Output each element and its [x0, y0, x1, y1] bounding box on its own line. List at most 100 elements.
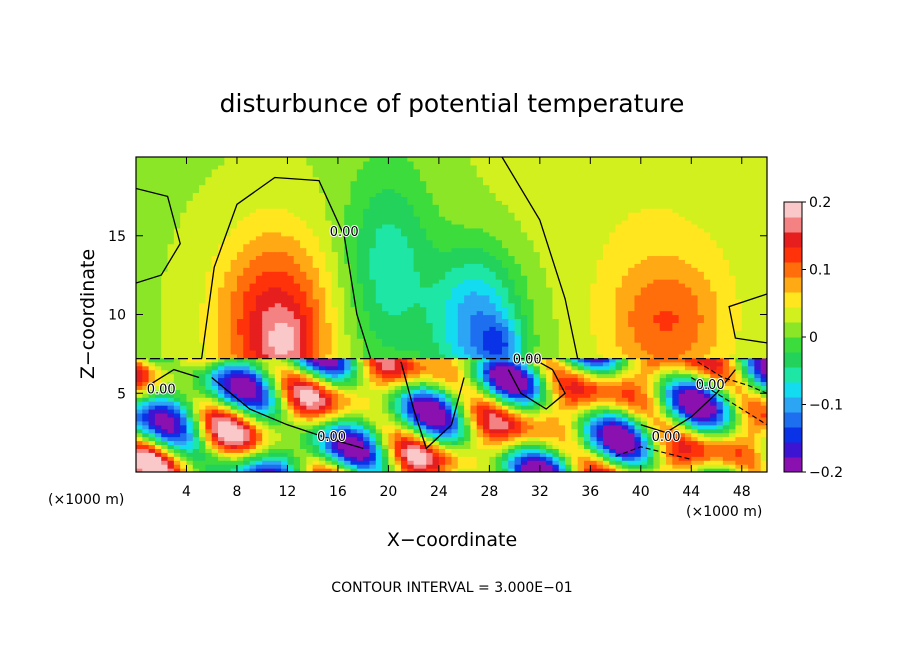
- heatmap-cell: [192, 353, 200, 359]
- heatmap-cell: [180, 373, 188, 379]
- heatmap-cell: [483, 286, 490, 292]
- heatmap-cell: [205, 310, 213, 316]
- heatmap-cell: [501, 373, 509, 379]
- heatmap-cell: [337, 176, 345, 182]
- heatmap-cell: [142, 239, 150, 245]
- heatmap-cell: [205, 342, 213, 347]
- heatmap-cell: [154, 267, 162, 272]
- heatmap-cell: [382, 326, 389, 331]
- heatmap-cell: [300, 294, 307, 300]
- heatmap-cell: [325, 231, 333, 237]
- heatmap-cell: [186, 290, 194, 296]
- heatmap-cell: [344, 267, 352, 272]
- heatmap-cell: [464, 310, 472, 316]
- heatmap-cell: [438, 338, 446, 343]
- heatmap-cell: [218, 263, 225, 268]
- heatmap-cell: [300, 279, 307, 284]
- heatmap-cell: [154, 251, 162, 257]
- heatmap-cell: [142, 369, 150, 375]
- heatmap-cell: [501, 283, 509, 288]
- heatmap-cell: [199, 251, 207, 257]
- heatmap-cell: [167, 373, 175, 379]
- heatmap-cell: [224, 196, 232, 201]
- heatmap-cell: [136, 338, 143, 343]
- heatmap-cell: [331, 283, 339, 288]
- heatmap-cell: [192, 361, 200, 367]
- heatmap-cell: [199, 239, 207, 245]
- heatmap-cell: [375, 255, 383, 260]
- heatmap-cell: [236, 196, 244, 201]
- heatmap-cell: [281, 369, 289, 375]
- heatmap-cell: [388, 279, 396, 284]
- heatmap-cell: [382, 188, 389, 194]
- heatmap-cell: [344, 377, 352, 383]
- heatmap-cell: [306, 397, 314, 402]
- heatmap-cell: [236, 294, 244, 300]
- heatmap-cell: [331, 231, 339, 237]
- heatmap-cell: [432, 416, 440, 422]
- heatmap-cell: [457, 338, 465, 343]
- heatmap-cell: [401, 306, 408, 312]
- heatmap-cell: [476, 393, 484, 398]
- heatmap-cell: [495, 306, 503, 312]
- heatmap-cell: [318, 349, 326, 355]
- heatmap-cell: [514, 196, 522, 201]
- heatmap-cell: [312, 279, 320, 284]
- heatmap-cell: [413, 259, 421, 264]
- heatmap-cell: [154, 349, 162, 355]
- heatmap-cell: [407, 168, 415, 174]
- heatmap-cell: [369, 412, 377, 418]
- heatmap-cell: [514, 157, 522, 162]
- heatmap-cell: [293, 428, 301, 434]
- heatmap-cell: [382, 409, 389, 414]
- heatmap-cell: [243, 157, 251, 162]
- heatmap-cell: [211, 342, 219, 347]
- heatmap-cell: [451, 322, 459, 327]
- heatmap-cell: [180, 385, 188, 390]
- heatmap-cell: [464, 369, 472, 375]
- heatmap-cell: [230, 318, 238, 323]
- heatmap-cell: [148, 409, 156, 414]
- heatmap-cell: [211, 283, 219, 288]
- heatmap-cell: [419, 168, 427, 174]
- heatmap-cell: [161, 243, 169, 249]
- heatmap-cell: [470, 204, 478, 209]
- heatmap-cell: [287, 416, 295, 422]
- heatmap-cell: [180, 239, 188, 245]
- heatmap-cell: [363, 188, 371, 194]
- heatmap-cell: [457, 424, 465, 430]
- heatmap-cell: [495, 263, 503, 268]
- heatmap-cell: [419, 448, 427, 453]
- heatmap-cell: [337, 200, 345, 205]
- heatmap-cell: [205, 192, 213, 197]
- heatmap-cell: [167, 298, 175, 304]
- heatmap-cell: [236, 412, 244, 418]
- heatmap-cell: [312, 251, 320, 257]
- heatmap-cell: [192, 247, 200, 253]
- heatmap-cell: [325, 306, 333, 312]
- heatmap-cell: [451, 330, 459, 335]
- heatmap-cell: [293, 310, 301, 316]
- heatmap-cell: [262, 318, 270, 323]
- heatmap-cell: [167, 357, 175, 363]
- heatmap-cell: [281, 330, 289, 335]
- heatmap-cell: [154, 279, 162, 284]
- heatmap-cell: [445, 353, 453, 359]
- heatmap-cell: [268, 192, 276, 197]
- heatmap-cell: [325, 318, 333, 323]
- heatmap-cell: [255, 353, 263, 359]
- heatmap-cell: [300, 318, 307, 323]
- heatmap-cell: [438, 389, 446, 394]
- heatmap-cell: [306, 420, 314, 426]
- heatmap-cell: [173, 212, 181, 217]
- heatmap-cell: [337, 306, 345, 312]
- heatmap-cell: [331, 346, 339, 351]
- heatmap-cell: [520, 235, 528, 241]
- heatmap-cell: [300, 338, 307, 343]
- heatmap-cell: [331, 464, 339, 469]
- heatmap-cell: [501, 412, 509, 418]
- heatmap-cell: [287, 267, 295, 272]
- heatmap-cell: [211, 298, 219, 304]
- heatmap-cell: [375, 369, 383, 375]
- heatmap-cell: [274, 184, 282, 190]
